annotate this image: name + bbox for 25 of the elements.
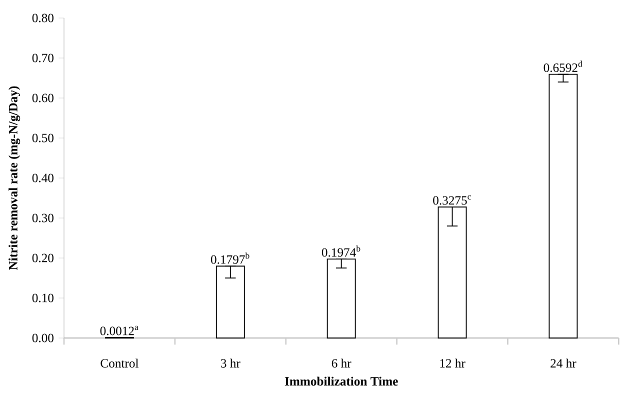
x-tick-label: Control — [100, 358, 138, 368]
y-tick-label: 0.50 — [32, 134, 54, 142]
y-tick-label: 0.30 — [32, 214, 54, 222]
bar — [216, 266, 245, 338]
y-tick-label: 0.10 — [32, 294, 54, 302]
y-tick-label: 0.00 — [32, 334, 54, 342]
data-label: 0.3275$^{c}$ — [433, 195, 471, 205]
y-tick-label: 0.40 — [32, 174, 54, 182]
bar — [438, 206, 467, 338]
y-tick-label: 0.60 — [32, 94, 54, 102]
y-tick-label: 0.80 — [32, 14, 54, 22]
x-tick-label: 3 hr — [221, 358, 240, 368]
x-tick-label: 6 hr — [332, 358, 352, 368]
x-tick-label: 24 hr — [550, 358, 576, 368]
data-label: 0.6592$^{d}$ — [544, 60, 582, 72]
y-tick-label: 0.20 — [32, 254, 54, 262]
y-tick-label: 0.70 — [32, 54, 54, 62]
x-axis-title: Immobilization Time — [284, 376, 398, 386]
y-axis-title: Nitrite removal rate (mg-N/g/Day) — [8, 86, 20, 270]
bar — [548, 74, 578, 338]
data-label: 0.1797$^{b}$ — [210, 252, 250, 264]
bar — [326, 258, 356, 338]
data-label: 0.0012$^{a}$ — [100, 326, 138, 336]
data-label: 0.1974$^{b}$ — [322, 245, 360, 257]
x-tick-label: 12 hr — [440, 358, 466, 368]
